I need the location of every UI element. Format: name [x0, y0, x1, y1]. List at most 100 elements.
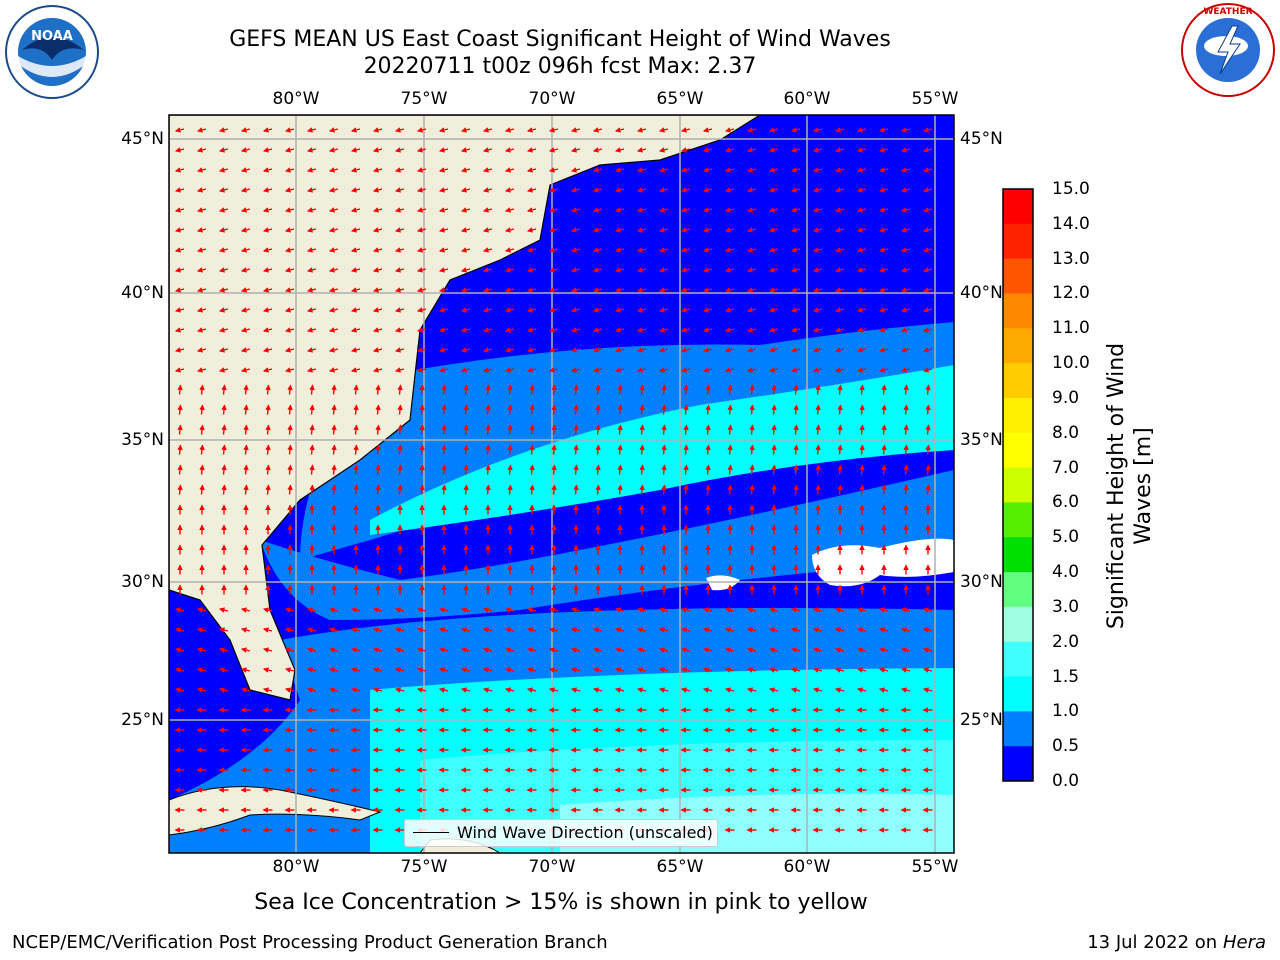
wave-direction-arrow: [221, 384, 227, 395]
wave-direction-arrow: [900, 607, 911, 613]
wave-direction-arrow: [306, 207, 317, 213]
wave-direction-arrow: [834, 287, 845, 293]
lat-tick-right: 45°N: [960, 129, 1003, 149]
wave-direction-arrow: [724, 207, 735, 213]
wave-direction-arrow: [529, 444, 535, 455]
wave-direction-arrow: [287, 444, 293, 455]
wave-direction-arrow: [328, 187, 339, 193]
wave-direction-arrow: [485, 404, 491, 415]
wave-direction-arrow: [614, 247, 625, 253]
wave-direction-arrow: [614, 347, 625, 353]
wave-direction-arrow: [900, 187, 911, 193]
wave-direction-arrow: [529, 424, 535, 435]
wave-direction-arrow: [441, 424, 447, 435]
wave-direction-arrow: [328, 667, 339, 673]
wave-direction-arrow: [265, 444, 271, 455]
wave-direction-arrow: [658, 247, 669, 253]
wave-direction-arrow: [174, 627, 185, 633]
colorbar-tick: 4.0: [1052, 562, 1080, 583]
wave-direction-arrow: [680, 147, 691, 153]
wave-direction-arrow: [702, 187, 713, 193]
wave-direction-arrow: [570, 327, 581, 333]
wave-direction-arrow: [548, 287, 559, 293]
wave-direction-arrow: [306, 327, 317, 333]
wave-direction-arrow: [749, 444, 755, 455]
wave-direction-arrow: [683, 404, 689, 415]
wave-direction-arrow: [262, 647, 273, 653]
wave-direction-arrow: [397, 404, 403, 415]
wave-direction-arrow: [768, 227, 779, 233]
wave-direction-arrow: [636, 347, 647, 353]
wave-direction-arrow: [526, 667, 537, 673]
wave-direction-arrow: [548, 167, 559, 173]
wave-direction-arrow: [790, 367, 801, 373]
wave-direction-arrow: [702, 667, 713, 673]
wave-direction-arrow: [570, 167, 581, 173]
wave-direction-arrow: [614, 287, 625, 293]
noaa-logo: NOAA: [5, 5, 99, 99]
wave-direction-arrow: [768, 127, 779, 133]
wave-direction-arrow: [372, 227, 383, 233]
wave-direction-arrow: [507, 424, 513, 435]
wave-direction-arrow: [856, 207, 867, 213]
wave-direction-arrow: [768, 647, 779, 653]
wave-direction-arrow: [573, 484, 579, 495]
wave-direction-arrow: [680, 687, 691, 693]
wave-direction-arrow: [595, 444, 601, 455]
wave-direction-arrow: [878, 147, 889, 153]
wave-direction-arrow: [680, 647, 691, 653]
wave-direction-arrow: [878, 127, 889, 133]
wave-direction-arrow: [834, 607, 845, 613]
wave-direction-arrow: [834, 247, 845, 253]
wave-direction-arrow: [372, 647, 383, 653]
wave-direction-arrow: [614, 647, 625, 653]
wave-direction-arrow: [903, 424, 909, 435]
wave-direction-arrow: [284, 287, 295, 293]
wave-direction-arrow: [262, 207, 273, 213]
lat-tick-left: 40°N: [121, 283, 164, 303]
wave-direction-arrow: [771, 404, 777, 415]
wave-direction-arrow: [350, 147, 361, 153]
wave-direction-arrow: [438, 127, 449, 133]
wave-direction-arrow: [925, 444, 931, 455]
wave-direction-arrow: [881, 444, 887, 455]
wave-direction-arrow: [680, 667, 691, 673]
footer-date: 13 Jul 2022 on Hera: [1087, 932, 1266, 953]
wave-direction-arrow: [551, 484, 557, 495]
wave-direction-arrow: [592, 167, 603, 173]
wave-direction-arrow: [353, 384, 359, 395]
wave-direction-arrow: [262, 227, 273, 233]
wave-direction-arrow: [900, 327, 911, 333]
wave-direction-arrow: [218, 147, 229, 153]
wave-direction-arrow: [636, 147, 647, 153]
wave-direction-arrow: [614, 147, 625, 153]
colorbar-segment: [1003, 258, 1033, 294]
wave-direction-arrow: [548, 367, 559, 373]
wave-direction-arrow: [680, 347, 691, 353]
wave-direction-arrow: [526, 267, 537, 273]
wave-direction-arrow: [394, 327, 405, 333]
wave-direction-arrow: [196, 687, 207, 693]
wave-direction-arrow: [881, 484, 887, 495]
wave-direction-arrow: [595, 484, 601, 495]
wave-direction-arrow: [243, 384, 249, 395]
wave-direction-arrow: [922, 147, 933, 153]
wave-direction-arrow: [856, 347, 867, 353]
wave-direction-arrow: [746, 647, 757, 653]
wave-direction-arrow: [328, 227, 339, 233]
wave-direction-arrow: [592, 307, 603, 313]
wave-direction-arrow: [196, 347, 207, 353]
map-legend: Wind Wave Direction (unscaled): [404, 819, 718, 847]
wave-direction-arrow: [592, 687, 603, 693]
wave-direction-arrow: [680, 327, 691, 333]
wave-direction-arrow: [771, 384, 777, 395]
wave-direction-arrow: [658, 207, 669, 213]
lon-tick-top: 75°W: [400, 89, 448, 109]
wave-direction-arrow: [812, 287, 823, 293]
wave-direction-arrow: [460, 227, 471, 233]
wave-direction-arrow: [903, 484, 909, 495]
colorbar-tick: 5.0: [1052, 527, 1080, 548]
wave-direction-arrow: [262, 187, 273, 193]
wave-direction-arrow: [614, 307, 625, 313]
wave-direction-arrow: [199, 424, 205, 435]
